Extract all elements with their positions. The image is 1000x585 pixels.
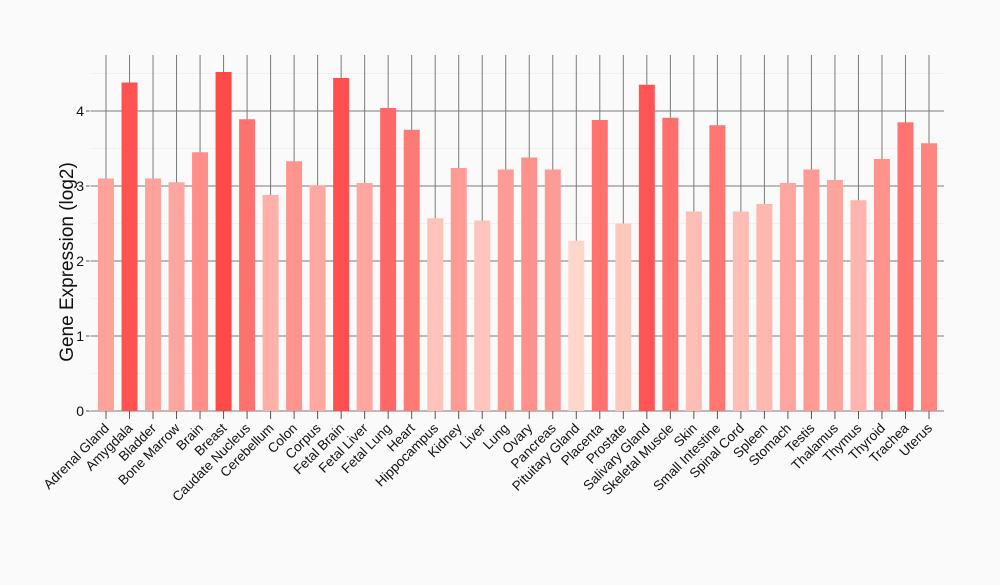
bar <box>756 204 773 411</box>
bar <box>121 82 138 411</box>
y-axis-label: Gene Expression (log2) <box>57 162 78 362</box>
bar <box>803 169 820 411</box>
bar <box>380 108 397 411</box>
bar <box>497 169 514 411</box>
bar <box>239 119 256 411</box>
bar <box>568 240 585 411</box>
bar <box>262 195 279 411</box>
bar <box>850 200 867 411</box>
bars <box>98 72 937 411</box>
bar <box>168 182 185 411</box>
bar <box>709 125 726 411</box>
bar <box>286 161 303 411</box>
bar <box>521 157 538 411</box>
bar <box>192 152 209 411</box>
bar <box>450 168 467 411</box>
bar <box>309 185 326 411</box>
bar <box>474 220 491 411</box>
y-tick-label: 4 <box>76 103 84 119</box>
y-tick-label: 2 <box>76 253 84 269</box>
bar <box>403 129 420 411</box>
bar <box>544 169 561 411</box>
bar <box>145 178 162 411</box>
bar <box>873 159 890 411</box>
bar <box>662 117 679 411</box>
bar <box>215 72 232 411</box>
y-axis: 0 1 2 3 4 <box>76 55 91 419</box>
bar <box>356 183 373 411</box>
bar <box>779 183 796 411</box>
bar <box>427 218 444 411</box>
bar <box>732 211 749 411</box>
y-tick-label: 3 <box>76 178 84 194</box>
y-tick-label: 1 <box>76 328 84 344</box>
bar <box>685 211 702 411</box>
bar <box>591 120 608 411</box>
bar <box>826 180 843 411</box>
bar <box>897 122 914 411</box>
y-tick-label: 0 <box>76 403 84 419</box>
bar <box>921 143 937 411</box>
bar <box>615 223 632 411</box>
bar <box>98 178 114 411</box>
bar <box>333 78 350 411</box>
bar <box>638 84 655 411</box>
